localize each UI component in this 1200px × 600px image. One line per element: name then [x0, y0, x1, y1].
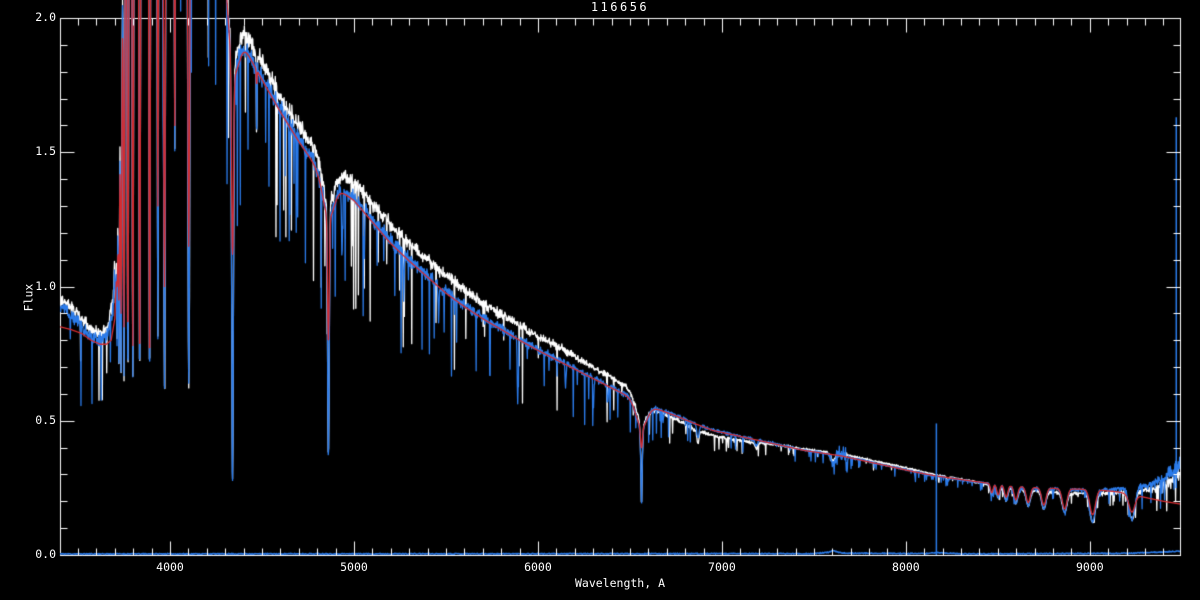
x-tick-label: 4000 [156, 560, 184, 574]
x-axis-label: Wavelength, A [574, 576, 665, 590]
x-tick-label: 6000 [524, 560, 552, 574]
y-tick-label: 0.5 [35, 412, 56, 427]
y-tick-label: 1.5 [35, 144, 56, 159]
y-tick-label: 0.0 [35, 547, 56, 561]
y-tick-label: 2.0 [35, 10, 56, 24]
x-tick-label: 5000 [340, 560, 368, 574]
x-tick-label: 9000 [1075, 560, 1104, 574]
x-tick-label: 8000 [892, 560, 920, 574]
y-axis-label: Flux [21, 283, 36, 312]
y-tick-label: 1.0 [35, 278, 56, 293]
x-tick-label: 7000 [708, 560, 736, 574]
plot-title: 116656 [590, 0, 650, 14]
